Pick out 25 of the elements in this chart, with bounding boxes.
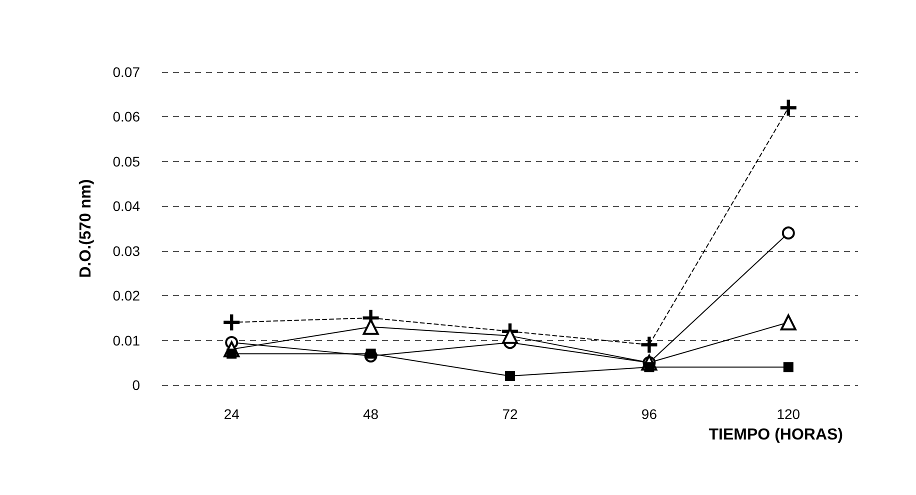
y-tick-label: 0.03 [112, 242, 140, 259]
point [780, 314, 796, 330]
y-axis-title: D.O.(570 nm) [78, 179, 94, 278]
x-tick-label: 24 [224, 406, 240, 422]
point [783, 362, 794, 372]
point [505, 371, 515, 382]
x-tick-label: 48 [363, 406, 379, 422]
point [641, 336, 658, 353]
y-tick-label: 0.01 [112, 332, 140, 348]
point [224, 314, 240, 330]
point [366, 348, 376, 359]
y-tick-label: 0 [132, 377, 140, 393]
point [782, 226, 795, 240]
point [502, 328, 518, 344]
x-tick-label: 72 [502, 406, 518, 422]
y-tick-label: 0.05 [112, 153, 140, 170]
point [362, 318, 379, 335]
x-tick-label: 96 [641, 406, 658, 422]
x-tick-label: 120 [776, 406, 800, 422]
y-tick-label: 0.06 [112, 108, 140, 125]
point [780, 100, 796, 116]
y-tick-label: 0.07 [112, 64, 140, 80]
y-tick-label: 0.04 [112, 198, 140, 214]
x-axis-title: TIEMPO (HORAS) [708, 426, 843, 444]
y-tick-label: 0.02 [112, 288, 140, 304]
